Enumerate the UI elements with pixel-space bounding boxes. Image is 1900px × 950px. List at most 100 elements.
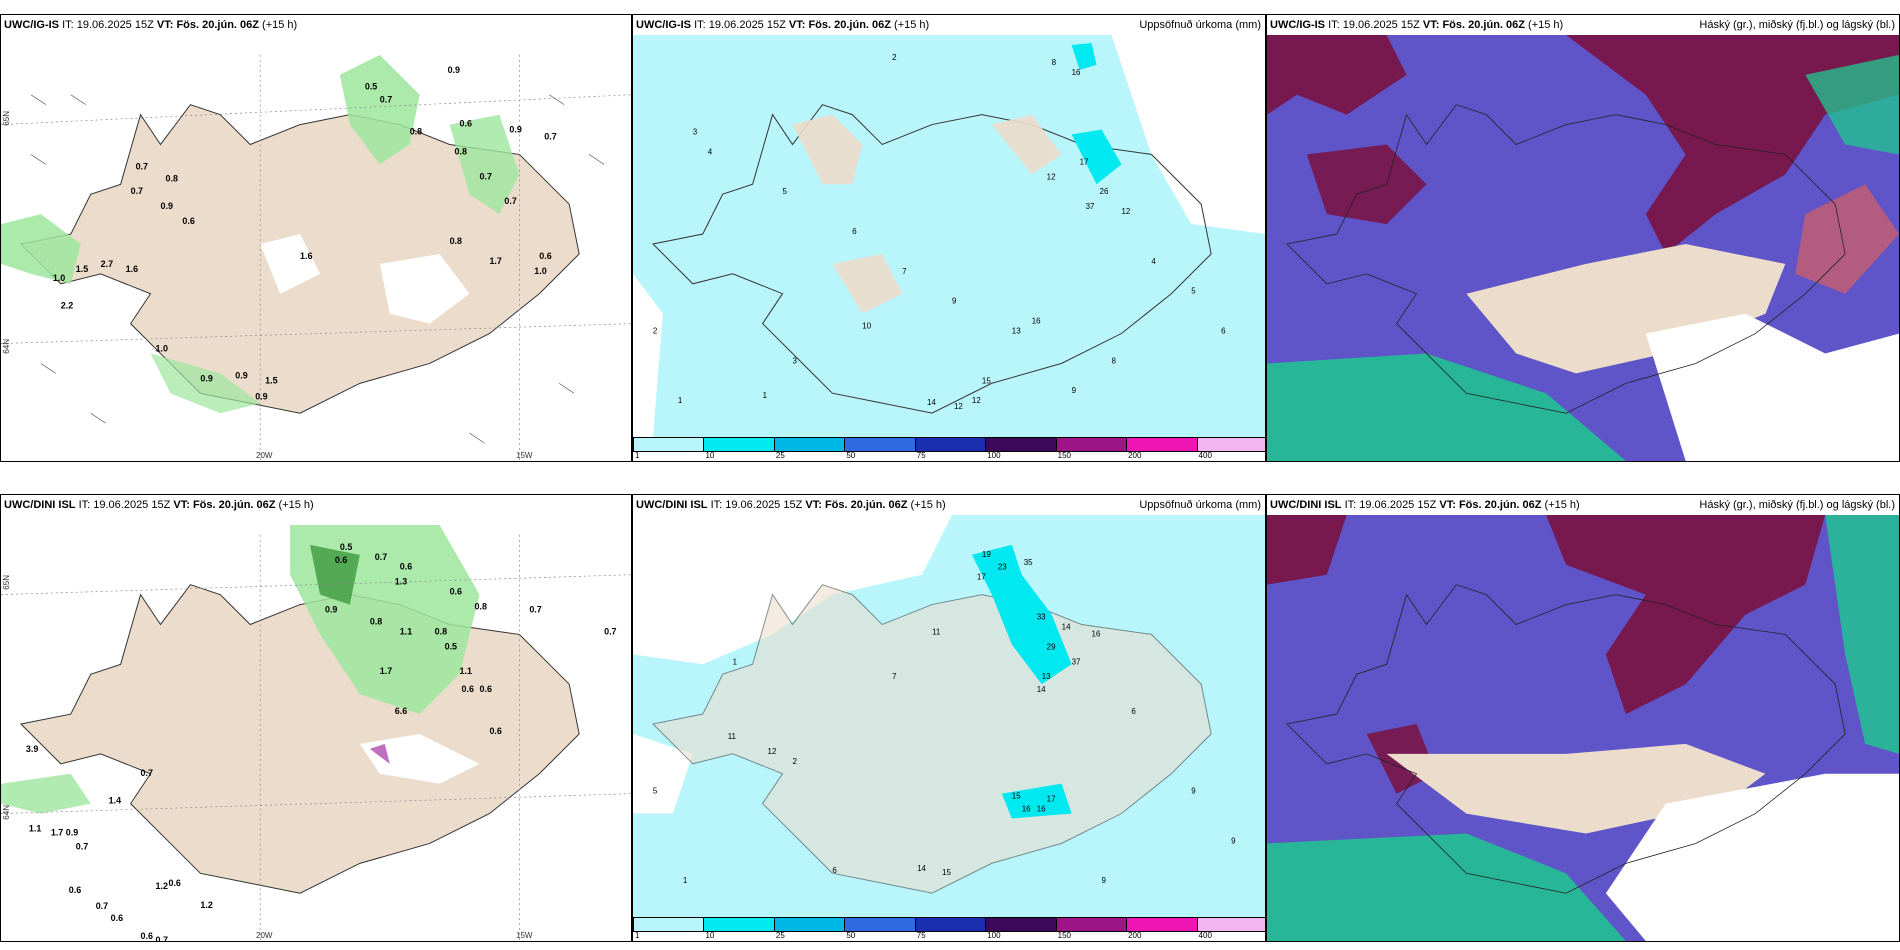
svg-text:1.0: 1.0 xyxy=(53,273,65,283)
colorbar-tick-label: 200 xyxy=(1128,451,1142,460)
colorbar-swatch xyxy=(1196,917,1265,932)
svg-text:0.7: 0.7 xyxy=(76,841,88,851)
svg-text:0.9: 0.9 xyxy=(66,828,78,838)
svg-text:0.7: 0.7 xyxy=(479,171,491,181)
svg-text:11: 11 xyxy=(932,627,941,636)
svg-text:8: 8 xyxy=(1111,356,1116,365)
svg-text:15: 15 xyxy=(1012,792,1021,801)
svg-text:0.8: 0.8 xyxy=(165,173,177,183)
svg-text:2.2: 2.2 xyxy=(61,301,73,311)
colorbar-tick-label: 1 xyxy=(635,931,640,940)
colorbar-swatch xyxy=(773,437,846,452)
svg-text:0.6: 0.6 xyxy=(182,216,194,226)
svg-text:0.9: 0.9 xyxy=(325,605,337,615)
svg-text:6: 6 xyxy=(1131,707,1136,716)
svg-text:0.7: 0.7 xyxy=(544,132,556,142)
panel-header: UWC/IG-IS IT: 19.06.2025 15Z VT: Fös. 20… xyxy=(1267,15,1899,35)
svg-text:0.5: 0.5 xyxy=(340,542,352,552)
svg-text:0.9: 0.9 xyxy=(448,65,460,75)
panel-header: UWC/IG-IS IT: 19.06.2025 15Z VT: Fös. 20… xyxy=(633,15,1265,35)
svg-text:0.8: 0.8 xyxy=(410,127,422,137)
svg-text:1.2: 1.2 xyxy=(156,881,168,891)
colorbar-tick-label: 75 xyxy=(916,931,926,940)
svg-text:0.6: 0.6 xyxy=(539,251,551,261)
svg-text:13: 13 xyxy=(1042,672,1051,681)
svg-text:7: 7 xyxy=(892,672,897,681)
svg-text:0.6: 0.6 xyxy=(168,878,180,888)
svg-text:1: 1 xyxy=(678,396,683,405)
panel-header: UWC/IG-IS IT: 19.06.2025 15Z VT: Fös. 20… xyxy=(1,15,631,35)
svg-text:7: 7 xyxy=(902,267,907,276)
lat-label-64: 64N xyxy=(2,805,11,820)
svg-text:0.8: 0.8 xyxy=(370,616,382,626)
svg-text:12: 12 xyxy=(768,747,777,756)
colorbar-tick-label: 200 xyxy=(1128,931,1142,940)
colorbar-swatch xyxy=(985,917,1057,932)
panel-header: UWC/DINI ISL IT: 19.06.2025 15Z VT: Fös.… xyxy=(1267,495,1899,515)
panel-wind-top: UWC/IG-IS IT: 19.06.2025 15Z VT: Fös. 20… xyxy=(0,14,632,462)
colorbar-tick-label: 150 xyxy=(1057,931,1072,940)
lat-label-65: 65N xyxy=(2,111,11,126)
panel-right-title: Háský (gr.), miðský (fj.bl.) og lágský (… xyxy=(1699,499,1895,511)
colorbar-swatch xyxy=(985,437,1057,452)
svg-text:0.8: 0.8 xyxy=(450,236,462,246)
svg-text:0.5: 0.5 xyxy=(365,82,377,92)
svg-text:9: 9 xyxy=(1231,836,1236,845)
svg-text:0.9: 0.9 xyxy=(200,373,212,383)
colorbar-swatch xyxy=(844,917,916,932)
svg-text:1: 1 xyxy=(763,391,768,400)
wind-precip-map: 0.9 0.5 0.7 0.8 0.6 0.9 0.7 0.7 0.8 0.7 0.9 0.6 0… xyxy=(1,35,631,461)
colorbar-tick-label: 100 xyxy=(987,931,1001,940)
svg-text:17: 17 xyxy=(977,573,986,582)
svg-text:1.4: 1.4 xyxy=(109,796,121,806)
svg-text:1: 1 xyxy=(733,657,738,666)
svg-text:16: 16 xyxy=(1037,805,1046,814)
svg-text:29: 29 xyxy=(1047,642,1056,651)
svg-text:0.7: 0.7 xyxy=(156,935,168,941)
svg-text:14: 14 xyxy=(1037,685,1046,694)
svg-text:11: 11 xyxy=(728,732,737,741)
panel-wind-bottom: UWC/DINI ISL IT: 19.06.2025 15Z VT: Fös.… xyxy=(0,494,632,942)
svg-text:0.6: 0.6 xyxy=(460,119,472,129)
precip-colorbar: 1 10 25 50 75 100 150 200 400 xyxy=(633,917,1265,941)
svg-text:0.7: 0.7 xyxy=(604,626,616,636)
svg-text:16: 16 xyxy=(1032,317,1041,326)
cloud-map xyxy=(1267,35,1899,461)
svg-text:5: 5 xyxy=(783,187,788,196)
svg-text:1.7: 1.7 xyxy=(489,256,501,266)
svg-text:0.6: 0.6 xyxy=(111,913,123,923)
svg-text:3: 3 xyxy=(792,356,797,365)
svg-text:0.8: 0.8 xyxy=(455,146,467,156)
svg-text:1.6: 1.6 xyxy=(300,251,312,261)
precip-colorbar: 1 10 25 50 75 100 150 200 400 xyxy=(633,437,1265,461)
wind-precip-map: 0.5 0.6 0.7 0.6 1.3 0.6 0.8 0.9 0.7 0.7 0.8 1.1 … xyxy=(1,515,631,941)
colorbar-swatch xyxy=(703,437,775,452)
svg-text:14: 14 xyxy=(917,864,926,873)
colorbar-swatch xyxy=(633,917,705,932)
svg-text:12: 12 xyxy=(1047,172,1056,181)
svg-text:0.6: 0.6 xyxy=(479,684,491,694)
colorbar-swatch xyxy=(1126,437,1198,452)
colorbar-tick-label: 150 xyxy=(1057,451,1072,460)
svg-text:26: 26 xyxy=(1100,187,1109,196)
svg-text:6.6: 6.6 xyxy=(395,706,407,716)
panel-right-title: Háský (gr.), miðský (fj.bl.) og lágský (… xyxy=(1699,19,1895,31)
svg-text:0.8: 0.8 xyxy=(474,602,486,612)
svg-text:1.5: 1.5 xyxy=(265,375,277,385)
svg-text:0.7: 0.7 xyxy=(136,161,148,171)
svg-text:4: 4 xyxy=(708,147,713,156)
svg-text:1.5: 1.5 xyxy=(76,264,88,274)
svg-text:16: 16 xyxy=(1072,68,1081,77)
svg-text:6: 6 xyxy=(1221,327,1226,336)
svg-text:1.0: 1.0 xyxy=(156,344,168,354)
cloud-map xyxy=(1267,515,1899,941)
svg-text:1.6: 1.6 xyxy=(126,264,138,274)
svg-text:33: 33 xyxy=(1037,612,1046,621)
lat-label-65: 65N xyxy=(2,575,11,590)
svg-text:9: 9 xyxy=(952,297,957,306)
svg-text:12: 12 xyxy=(954,402,963,411)
colorbar-tick-label: 25 xyxy=(775,451,785,460)
svg-text:9: 9 xyxy=(1102,876,1107,885)
svg-text:0.7: 0.7 xyxy=(131,186,143,196)
svg-text:1.1: 1.1 xyxy=(460,666,472,676)
